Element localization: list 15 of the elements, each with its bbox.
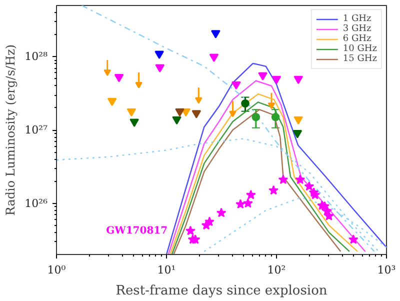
legend-label: 6 GHz — [342, 34, 372, 44]
legend-label: 1 GHz — [342, 14, 372, 24]
y-tick-label: 10²⁷ — [24, 124, 48, 136]
x-tick-label: 10³ — [377, 264, 396, 276]
x-axis-title: Rest-frame days since explosion — [116, 284, 328, 298]
legend-label: 3 GHz — [342, 24, 372, 34]
x-tick-label: 10⁰ — [47, 264, 66, 276]
series-label: GW170817 — [106, 225, 168, 236]
x-tick-label: 10² — [267, 264, 286, 276]
legend-label: 10 GHz — [342, 44, 377, 54]
y-axis-title: Radio Luminosity (erg/s/Hz) — [4, 44, 18, 216]
x-tick-label: 10¹ — [157, 264, 176, 276]
y-tick-label: 10²⁸ — [24, 50, 48, 64]
y-tick-label: 10²⁶ — [24, 196, 48, 210]
legend-label: 15 GHz — [342, 54, 377, 64]
